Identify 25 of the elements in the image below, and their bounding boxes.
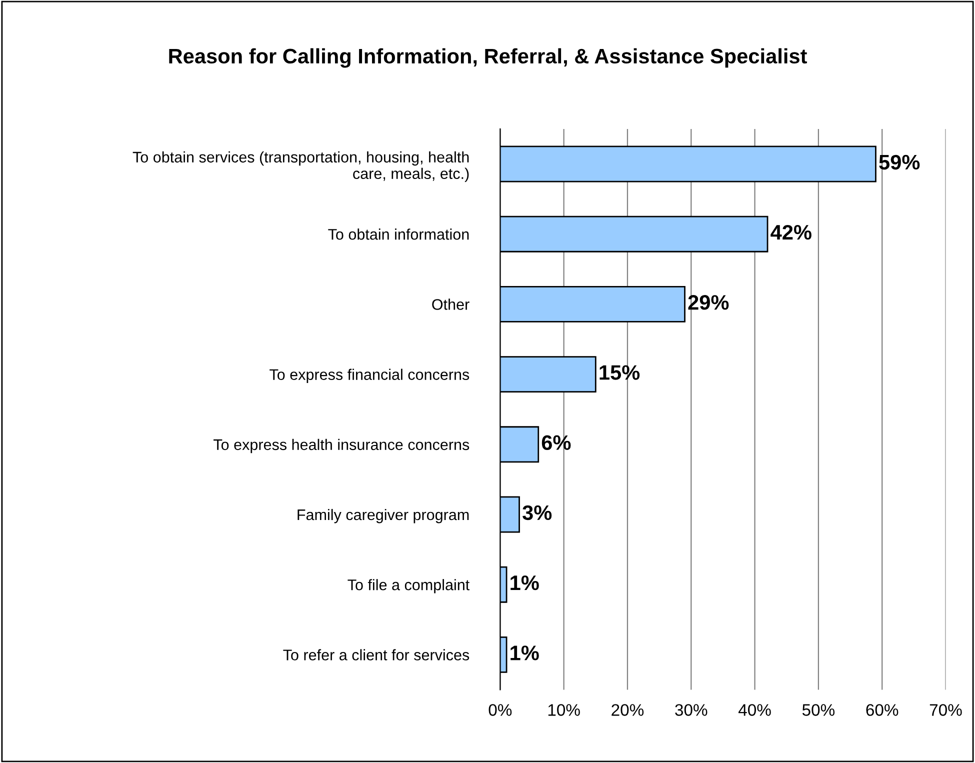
data-label: 3% <box>522 505 552 520</box>
x-tick-label: 40% <box>738 704 771 716</box>
data-label: 29% <box>688 295 729 310</box>
data-label: 1% <box>510 575 539 590</box>
x-tick-label: 30% <box>675 704 708 716</box>
chart-title: Reason for Calling Information, Referral, & Assistance Specialist <box>169 48 807 68</box>
x-tick-label: 10% <box>548 704 580 716</box>
y-tick-label: To obtain services (transportation, housing, health care, meals, etc.) <box>132 151 469 182</box>
y-tick-label: To file a complaint <box>348 579 470 594</box>
data-label: 15% <box>600 365 640 380</box>
data-label: 59% <box>879 154 920 170</box>
data-label: 6% <box>542 435 571 450</box>
data-label: 1% <box>510 646 539 660</box>
y-tick-label: To express financial concerns <box>270 368 470 384</box>
y-tick-label: To obtain information <box>328 228 469 240</box>
x-tick-label: 20% <box>612 704 644 716</box>
data-label: 42% <box>770 224 812 240</box>
x-tick-label: 70% <box>930 704 962 716</box>
y-tick-label: Other <box>432 298 470 310</box>
y-tick-label: Family caregiver program <box>298 508 469 524</box>
x-tick-label: 50% <box>802 704 835 716</box>
y-tick-label: To refer a client for services <box>283 649 470 660</box>
x-tick-label: 60% <box>866 704 898 716</box>
x-tick-label: 0% <box>488 704 512 716</box>
y-tick-label: To express health insurance concerns <box>214 438 470 454</box>
